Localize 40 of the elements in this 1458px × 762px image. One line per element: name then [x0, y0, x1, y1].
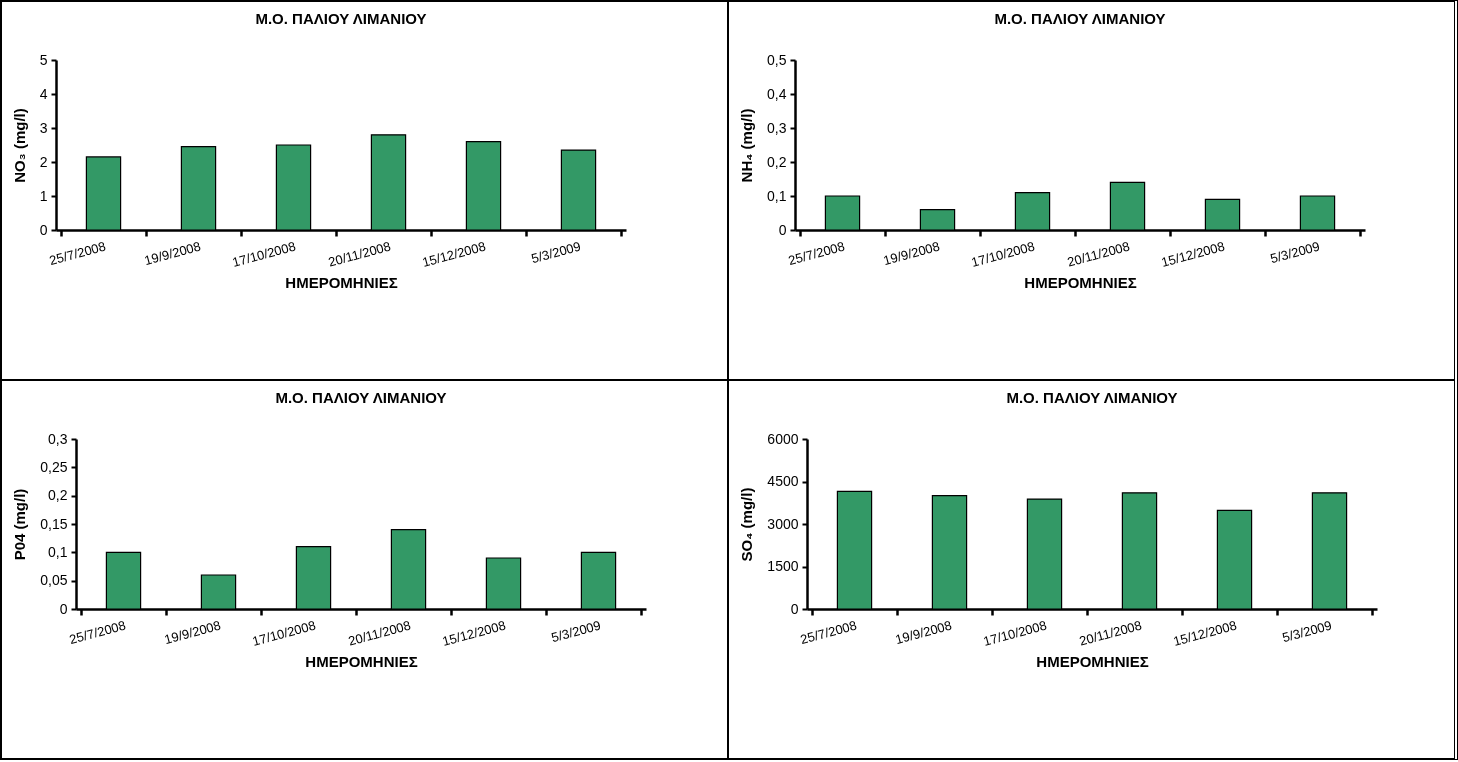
- y-tick-label: 6000: [767, 430, 799, 447]
- x-tick-label: 5/3/2009: [1280, 617, 1334, 646]
- y-axis-title: NH₄ (mg/l): [738, 108, 756, 183]
- x-axis-title: ΗΜΕΡΟΜΗΝΙΕΣ: [1024, 273, 1137, 291]
- y-axis-title: SO₄ (mg/l): [738, 487, 756, 562]
- y-tick-label: 1500: [767, 558, 799, 574]
- x-tick-label: 5/3/2009: [529, 238, 583, 267]
- x-tick-label: 5/3/2009: [549, 617, 603, 646]
- y-tick-label: 1: [39, 187, 48, 204]
- y-tick-label: 0,25: [40, 458, 68, 475]
- chart-title: Μ.Ο. ΠΑΛΙΟΥ ΛΙΜΑΝΙΟΥ: [994, 10, 1166, 27]
- y-tick-label: 0,1: [48, 543, 68, 560]
- y-tick-label: 0,3: [48, 430, 68, 447]
- chart-title: Μ.Ο. ΠΑΛΙΟΥ ΛΙΜΑΝΙΟΥ: [255, 10, 427, 27]
- y-tick-label: 0: [59, 600, 68, 617]
- x-axis-title: ΗΜΕΡΟΜΗΝΙΕΣ: [285, 273, 398, 291]
- y-tick-label: 0,3: [767, 119, 787, 136]
- y-tick-label: 0,5: [767, 51, 787, 68]
- y-axis-title: NO₃ (mg/l): [10, 108, 28, 183]
- y-tick-label: 0,15: [40, 515, 68, 532]
- x-axis-title: ΗΜΕΡΟΜΗΝΙΕΣ: [305, 652, 418, 670]
- chart-title: Μ.Ο. ΠΑΛΙΟΥ ΛΙΜΑΝΙΟΥ: [275, 389, 447, 406]
- y-tick-label: 0,2: [48, 487, 68, 504]
- x-axis-title: ΗΜΕΡΟΜΗΝΙΕΣ: [1036, 652, 1149, 670]
- y-tick-label: 0,1: [767, 187, 787, 204]
- y-tick-label: 4: [39, 85, 48, 102]
- y-tick-label: 0: [39, 221, 48, 238]
- y-tick-label: 4500: [767, 473, 799, 489]
- y-tick-label: 3: [39, 119, 48, 136]
- y-axis-title: P04 (mg/l): [11, 488, 29, 561]
- y-tick-label: 3000: [767, 515, 799, 532]
- chart-title: Μ.Ο. ΠΑΛΙΟΥ ΛΙΜΑΝΙΟΥ: [1006, 389, 1178, 406]
- y-tick-label: 5: [39, 51, 48, 68]
- y-tick-label: 0: [790, 600, 799, 617]
- y-tick-label: 0: [778, 221, 787, 238]
- y-tick-label: 0,05: [40, 572, 68, 589]
- y-tick-label: 0,4: [767, 85, 787, 102]
- y-tick-label: 0,2: [767, 153, 787, 170]
- x-tick-label: 5/3/2009: [1268, 238, 1322, 267]
- y-tick-label: 2: [39, 153, 48, 170]
